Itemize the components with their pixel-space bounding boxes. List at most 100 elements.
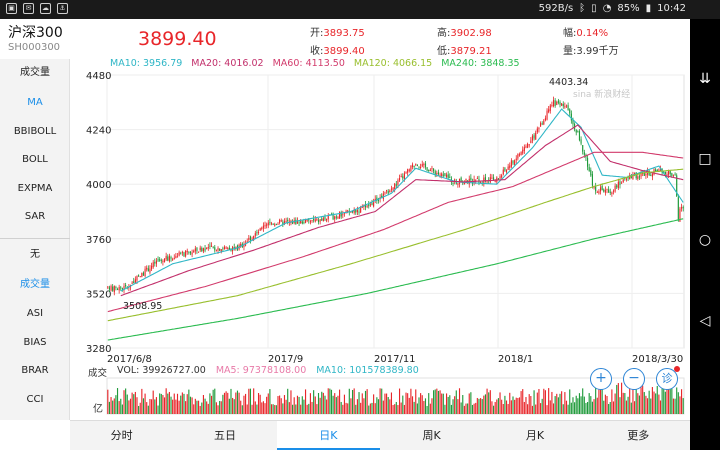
candle-body: [387, 191, 389, 194]
candle-body: [274, 224, 276, 226]
candle-body: [295, 219, 297, 225]
volume-bar: [178, 400, 180, 414]
candle-body: [679, 208, 681, 222]
volume-bar: [322, 392, 324, 414]
volume-bar: [272, 404, 274, 414]
candle-body: [163, 258, 166, 263]
volume-bar: [160, 393, 162, 414]
candle-body: [648, 170, 650, 176]
ma120-line: [107, 168, 684, 322]
volume-bar: [429, 403, 431, 414]
volume-bar: [449, 395, 451, 414]
volume-bar: [377, 399, 380, 414]
menu-item-volume-top[interactable]: 成交量: [20, 67, 50, 78]
candle-body: [416, 164, 418, 166]
menu-item-volume[interactable]: 成交量: [20, 279, 50, 290]
candle-body: [199, 247, 201, 251]
candle-body: [319, 219, 321, 222]
candle-body: [681, 207, 683, 209]
volume-bar: [528, 394, 530, 414]
volume-bar: [522, 389, 524, 414]
candle-body: [191, 252, 193, 255]
candle-body: [583, 152, 585, 155]
volume-bar: [223, 392, 226, 414]
diagnose-button[interactable]: 诊: [656, 368, 678, 390]
volume-bar: [139, 402, 141, 414]
volume-bar: [172, 399, 174, 414]
volume-bar: [646, 398, 649, 414]
volume-bar: [450, 404, 452, 414]
min-price-label: 3508.95: [123, 301, 162, 312]
candle-body: [261, 227, 263, 230]
volume-bar: [275, 405, 277, 414]
candle-body: [621, 182, 623, 184]
candle-body: [353, 210, 355, 213]
volume-bar: [219, 400, 221, 414]
candle-body: [598, 191, 600, 194]
volume-bar: [298, 396, 300, 414]
tab-monthly-k[interactable]: 月K: [525, 429, 545, 442]
volume-bar: [398, 388, 401, 414]
volume-bar: [115, 395, 117, 414]
download-icon[interactable]: ⇊: [699, 71, 711, 87]
candle-body: [159, 259, 161, 261]
menu-item-sar[interactable]: SAR: [24, 211, 46, 222]
volume-bar: [420, 393, 422, 414]
candle-body: [202, 248, 205, 252]
volume-bar: [256, 404, 258, 414]
menu-item-cci[interactable]: CCI: [26, 394, 44, 405]
volume-bar: [570, 402, 572, 414]
home-icon[interactable]: ○: [698, 232, 712, 248]
candle-body: [254, 233, 256, 236]
volume-bar: [635, 388, 637, 414]
candle-body: [384, 192, 386, 194]
tab-weekly-k[interactable]: 周K: [422, 429, 441, 442]
candle-body: [196, 247, 198, 251]
zoom-in-button[interactable]: +: [590, 368, 612, 390]
candle-body: [332, 213, 334, 220]
candle-body: [465, 178, 467, 182]
volume-bar: [658, 394, 660, 414]
menu-item-ma[interactable]: MA: [27, 97, 43, 108]
volume-bar: [113, 398, 115, 414]
menu-item-bias[interactable]: BIAS: [23, 337, 47, 348]
zoom-out-button[interactable]: −: [623, 368, 645, 390]
watermark: sina 新浪财经: [573, 88, 630, 100]
back-icon[interactable]: ◁: [699, 313, 711, 329]
candle-body: [280, 220, 282, 222]
tab-daily-k[interactable]: 日K: [276, 421, 381, 450]
recents-icon[interactable]: □: [698, 151, 712, 167]
volume-bar: [266, 396, 268, 414]
candle-body: [120, 287, 122, 289]
candle-body: [518, 154, 521, 156]
menu-item-brar[interactable]: BRAR: [21, 365, 49, 376]
menu-item-asi[interactable]: ASI: [26, 308, 44, 319]
volume-bar: [210, 395, 213, 414]
volume-bar: [415, 389, 417, 414]
volume-bar: [418, 397, 420, 414]
tab-five-day[interactable]: 五日: [213, 429, 236, 442]
menu-item-none[interactable]: 无: [30, 249, 40, 260]
volume-bar: [288, 402, 290, 414]
vibrate-icon: ▯: [591, 3, 597, 14]
candle-body: [608, 189, 610, 193]
volume-bar: [138, 405, 140, 414]
menu-item-boll[interactable]: BOLL: [22, 154, 48, 165]
candle-body: [209, 245, 211, 247]
volume-bar: [624, 393, 626, 414]
volume-bar: [681, 389, 683, 414]
volume-legend-label: 成交: [88, 368, 108, 379]
volume-bar: [220, 401, 222, 414]
tab-more[interactable]: 更多: [627, 429, 650, 442]
kline-chart[interactable]: 4480 4240 4000 3760 3520 3280 2017/6/8 2017/9 2…: [0, 68, 690, 420]
menu-item-expma[interactable]: EXPMA: [17, 183, 53, 194]
vol-ma5: MA5: 97378108.00: [215, 365, 307, 376]
candle-body: [337, 216, 339, 219]
tab-intraday[interactable]: 分时: [110, 429, 133, 442]
volume-bar: [228, 398, 230, 414]
volume-bar: [475, 402, 477, 414]
menu-item-bbiboll[interactable]: BBIBOLL: [13, 126, 57, 137]
candle-body: [186, 250, 188, 253]
volume-bar: [241, 405, 243, 414]
